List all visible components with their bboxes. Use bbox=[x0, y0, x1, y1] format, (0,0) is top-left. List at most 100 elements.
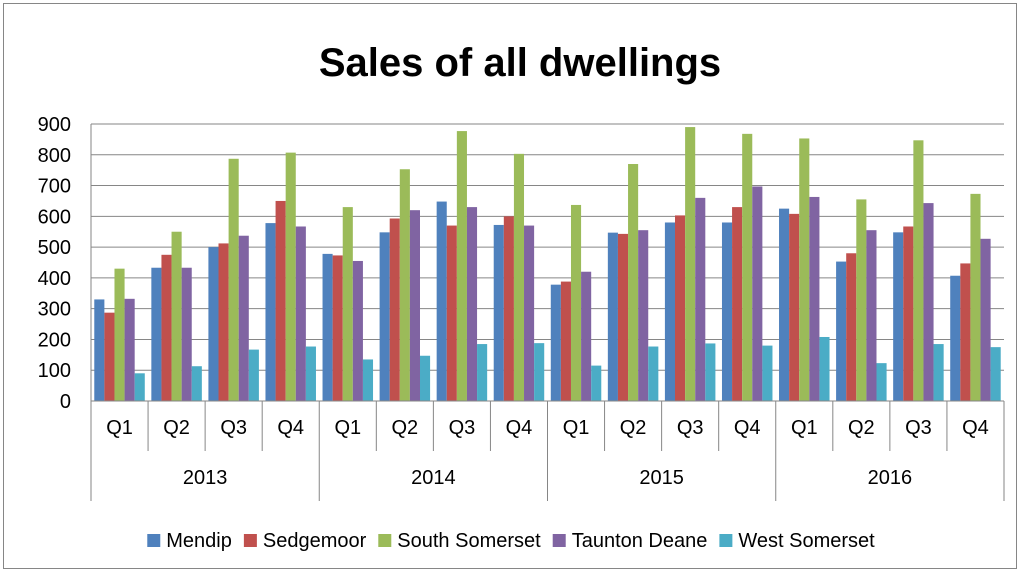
bar bbox=[752, 186, 763, 401]
legend-label: West Somerset bbox=[738, 530, 875, 552]
x-tick-label: Q2 bbox=[848, 417, 875, 439]
bar bbox=[285, 152, 296, 401]
bar bbox=[664, 222, 676, 401]
bar bbox=[134, 373, 145, 401]
bar bbox=[419, 355, 431, 401]
bar bbox=[161, 254, 172, 401]
x-tick-label: Q2 bbox=[163, 417, 190, 439]
y-tick-label: 300 bbox=[38, 299, 71, 321]
bar bbox=[248, 349, 259, 401]
bar bbox=[560, 281, 571, 401]
bar bbox=[114, 268, 125, 401]
bar bbox=[866, 230, 877, 401]
bar bbox=[151, 267, 162, 401]
bar bbox=[581, 271, 592, 401]
x-tick-label: Q4 bbox=[506, 417, 533, 439]
bar bbox=[893, 232, 904, 401]
bar bbox=[124, 298, 135, 401]
bar bbox=[208, 247, 219, 401]
bar bbox=[980, 238, 991, 401]
bar bbox=[856, 199, 867, 401]
bar-chart: Sales of all dwellings 0 100 200 300 400 500 6… bbox=[38, 41, 1005, 552]
bar bbox=[705, 343, 716, 401]
bar bbox=[675, 215, 686, 401]
y-tick-label: 900 bbox=[38, 114, 71, 136]
bar bbox=[799, 138, 810, 401]
x-tick-label: Q2 bbox=[620, 417, 647, 439]
chart-title: Sales of all dwellings bbox=[319, 41, 721, 85]
bar bbox=[362, 359, 374, 401]
axes: 0 100 200 300 400 500 600 700 800 900 Q1 Q2 Q3 Q4 Q1 Q2… bbox=[38, 114, 1005, 501]
x-tick-label: Q2 bbox=[392, 417, 419, 439]
bar bbox=[628, 164, 639, 401]
y-tick-label: 0 bbox=[60, 391, 71, 413]
bar bbox=[570, 204, 582, 401]
x-group-label: 2014 bbox=[411, 467, 456, 489]
bar bbox=[352, 260, 363, 401]
x-group-label: 2015 bbox=[639, 467, 684, 489]
bar bbox=[389, 218, 400, 401]
x-tick-label: Q3 bbox=[449, 417, 476, 439]
bar bbox=[534, 343, 545, 401]
legend-label: South Somerset bbox=[397, 530, 541, 552]
bar bbox=[742, 133, 753, 402]
bar bbox=[191, 366, 202, 401]
x-tick-label: Q1 bbox=[791, 417, 818, 439]
bar bbox=[466, 207, 478, 401]
bar bbox=[238, 235, 249, 401]
bar bbox=[275, 200, 286, 401]
bar bbox=[550, 284, 561, 401]
y-tick-label: 400 bbox=[38, 268, 71, 290]
bar bbox=[322, 253, 333, 401]
y-tick-label: 700 bbox=[38, 176, 71, 198]
legend-label: Taunton Deane bbox=[572, 530, 708, 552]
x-tick-label: Q3 bbox=[905, 417, 932, 439]
bar bbox=[695, 197, 706, 401]
legend-swatch bbox=[719, 534, 733, 547]
bar bbox=[171, 231, 182, 401]
legend-swatch bbox=[147, 534, 161, 547]
bar bbox=[342, 207, 353, 401]
bar bbox=[950, 275, 961, 401]
x-tick-label: Q3 bbox=[220, 417, 247, 439]
bar bbox=[477, 344, 488, 401]
bar bbox=[732, 207, 743, 401]
x-tick-label: Q3 bbox=[677, 417, 704, 439]
y-tick-label: 800 bbox=[38, 145, 71, 167]
chart-frame: Sales of all dwellings 0 100 200 300 400 500 6… bbox=[3, 3, 1017, 569]
bar bbox=[332, 255, 343, 401]
bar bbox=[446, 225, 457, 401]
bar bbox=[265, 223, 276, 401]
bars bbox=[94, 127, 1001, 402]
bar bbox=[218, 243, 229, 401]
bar bbox=[228, 158, 239, 401]
bar bbox=[617, 233, 629, 401]
y-tick-label: 200 bbox=[38, 329, 71, 351]
bar bbox=[789, 213, 800, 401]
bar bbox=[399, 169, 410, 401]
legend: Mendip Sedgemoor South Somerset Taunton Dea… bbox=[147, 530, 875, 552]
legend-swatch bbox=[378, 534, 392, 547]
bar bbox=[762, 345, 773, 401]
bar bbox=[721, 222, 733, 401]
x-tick-label: Q1 bbox=[334, 417, 361, 439]
y-tick-label: 500 bbox=[38, 237, 71, 259]
bar bbox=[913, 140, 924, 401]
bar bbox=[846, 253, 857, 401]
bar bbox=[607, 232, 618, 401]
bar bbox=[181, 267, 192, 401]
y-tick-label: 600 bbox=[38, 206, 71, 228]
bar bbox=[960, 263, 971, 401]
x-tick-label: Q4 bbox=[734, 417, 761, 439]
y-tick-label: 100 bbox=[38, 360, 71, 382]
legend-label: Sedgemoor bbox=[263, 530, 367, 552]
bar bbox=[809, 196, 820, 401]
bar bbox=[836, 261, 847, 401]
bar bbox=[819, 336, 830, 401]
bar bbox=[94, 299, 105, 401]
bar bbox=[779, 208, 790, 401]
bar bbox=[409, 210, 420, 401]
bar bbox=[436, 201, 447, 401]
bar bbox=[503, 216, 514, 401]
bar bbox=[305, 346, 316, 401]
